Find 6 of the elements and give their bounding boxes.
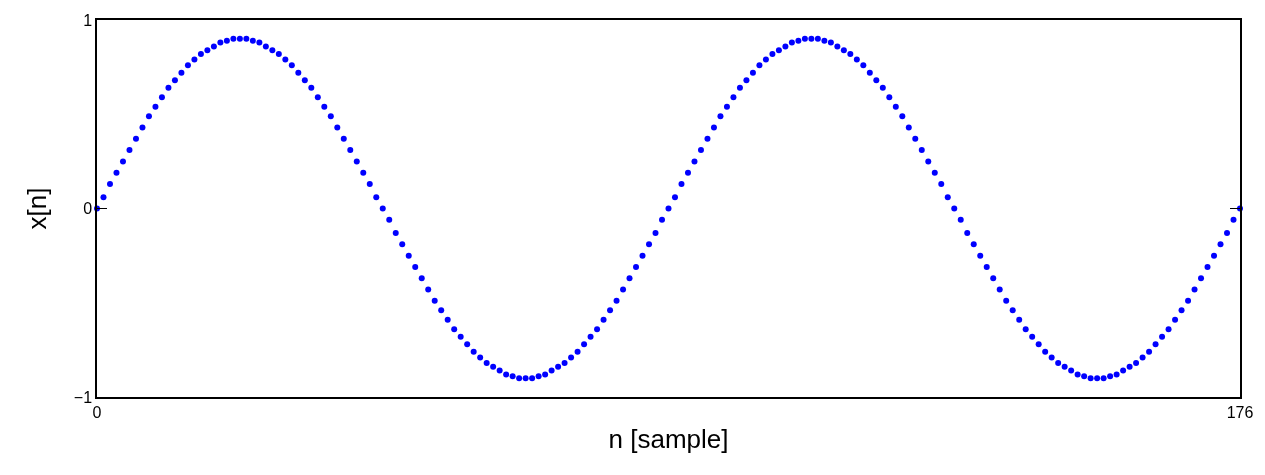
- x-tick-label: 176: [1226, 403, 1254, 421]
- x-axis-title: n [sample]: [608, 424, 729, 455]
- y-tick-label: 1: [83, 11, 93, 29]
- y-axis-title: x[n]: [21, 187, 52, 230]
- y-tick-label: −1: [73, 388, 93, 406]
- y-tick-label: 0: [83, 200, 93, 218]
